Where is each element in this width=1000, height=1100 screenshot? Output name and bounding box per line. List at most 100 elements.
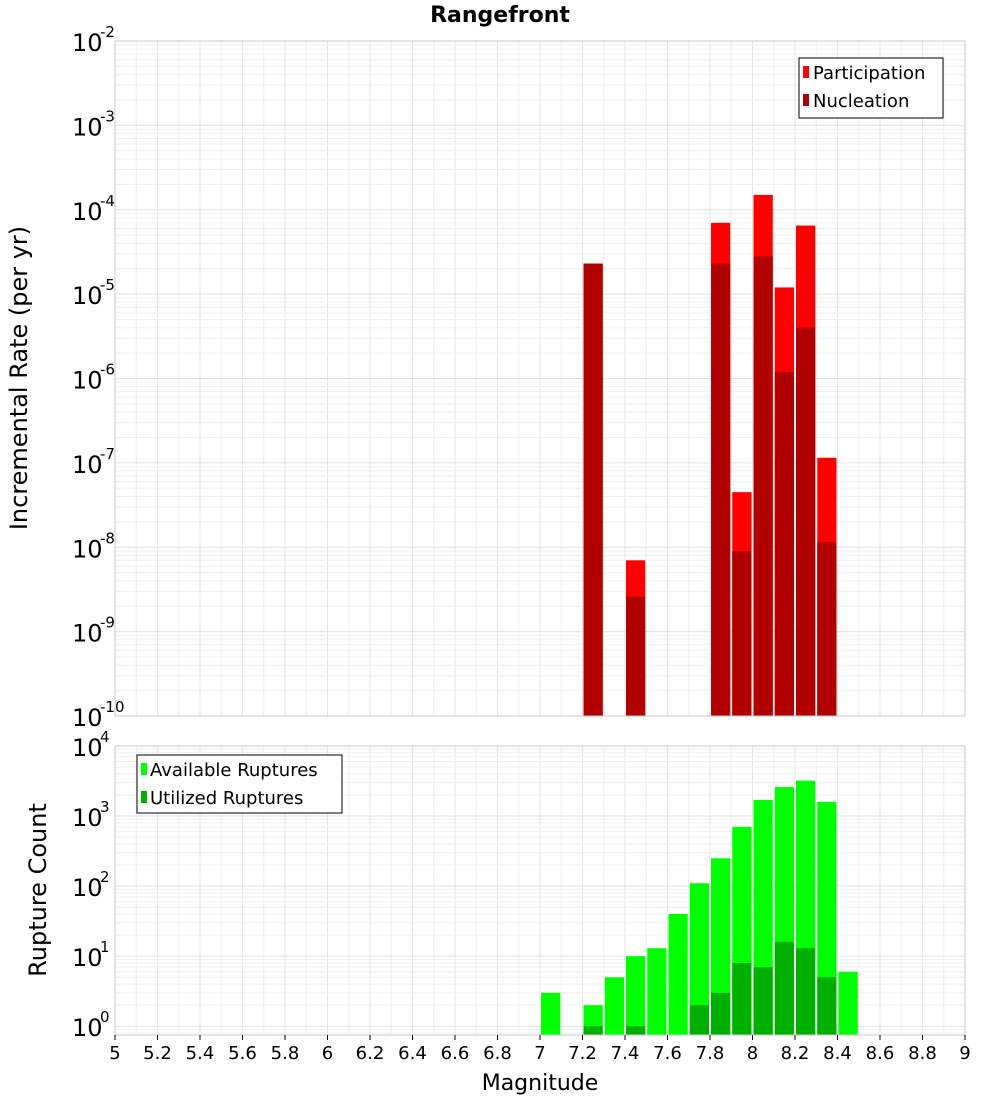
svg-text:10: 10: [72, 944, 103, 972]
svg-text:10: 10: [72, 620, 103, 648]
svg-text:10: 10: [72, 367, 103, 395]
legend-label-utilized: Utilized Ruptures: [150, 788, 303, 809]
x-tick-label: 6.6: [441, 1043, 470, 1064]
x-tick-label: 7.2: [568, 1043, 597, 1064]
top-y-tick-label: 10-3: [72, 107, 115, 141]
x-tick-label: 7: [534, 1043, 545, 1064]
bottom-y-tick-label: 100: [72, 1008, 110, 1042]
bottom-bar-available-ruptures: [647, 948, 667, 1035]
x-tick-label: 9: [959, 1043, 970, 1064]
bottom-bar-utilized-ruptures: [626, 1026, 646, 1035]
x-tick-label: 7.4: [611, 1043, 640, 1064]
svg-text:-5: -5: [100, 276, 115, 294]
bottom-y-axis-label: Rupture Count: [24, 803, 52, 977]
bottom-bar-utilized-ruptures: [732, 962, 752, 1035]
top-bar-nucleation: [711, 263, 731, 716]
svg-text:2: 2: [100, 868, 110, 886]
bottom-bar-available-ruptures: [668, 914, 688, 1035]
svg-text:-7: -7: [100, 445, 115, 463]
svg-text:10: 10: [72, 198, 103, 226]
svg-text:3: 3: [100, 798, 110, 816]
top-y-tick-label: 10-10: [72, 698, 125, 732]
svg-text:10: 10: [72, 1014, 103, 1042]
svg-text:10: 10: [72, 804, 103, 832]
bottom-legend: Available Ruptures Utilized Ruptures: [136, 754, 343, 814]
svg-text:-2: -2: [100, 23, 115, 41]
top-y-tick-label: 10-8: [72, 529, 115, 563]
x-tick-label: 8: [747, 1043, 758, 1064]
bottom-bar-available-ruptures: [711, 858, 731, 1035]
svg-text:10: 10: [72, 734, 103, 762]
top-y-tick-label: 10-5: [72, 276, 115, 310]
top-y-tick-label: 10-6: [72, 361, 115, 395]
bottom-bar-available-ruptures: [604, 977, 624, 1035]
top-y-tick-label: 10-2: [72, 23, 115, 57]
top-y-tick-label: 10-4: [72, 192, 115, 226]
svg-text:-6: -6: [100, 361, 115, 379]
x-tick-label: 5.2: [143, 1043, 172, 1064]
bottom-bar-utilized-ruptures: [689, 1005, 709, 1035]
bottom-bar-utilized-ruptures: [711, 992, 731, 1035]
top-y-tick-label: 10-9: [72, 614, 115, 648]
bottom-bar-utilized-ruptures: [817, 977, 837, 1035]
x-tick-label: 5.8: [271, 1043, 300, 1064]
top-bar-nucleation: [817, 542, 837, 716]
svg-text:4: 4: [100, 728, 110, 746]
legend-swatch-available: [141, 763, 147, 775]
top-bar-nucleation: [796, 327, 816, 716]
bottom-bar-available-ruptures: [689, 883, 709, 1035]
bottom-bar-available-ruptures: [541, 992, 561, 1035]
x-axis-label: Magnitude: [482, 1071, 599, 1096]
bottom-y-tick-label: 104: [72, 728, 110, 762]
svg-text:10: 10: [72, 282, 103, 310]
svg-text:10: 10: [72, 113, 103, 141]
x-tick-label: 6.8: [483, 1043, 512, 1064]
chart-title: Rangefront: [430, 3, 570, 28]
top-bars: [583, 194, 837, 716]
bottom-bar-available-ruptures: [838, 971, 858, 1035]
x-tick-label: 8.2: [781, 1043, 810, 1064]
x-tick-label: 6.2: [356, 1043, 385, 1064]
svg-text:1: 1: [100, 938, 110, 956]
top-y-tick-label: 10-7: [72, 445, 115, 479]
top-plot-border: [114, 40, 966, 717]
x-tick-label: 8.4: [823, 1043, 852, 1064]
bottom-bar-utilized-ruptures: [796, 948, 816, 1035]
bottom-bar-utilized-ruptures: [583, 1026, 603, 1035]
svg-text:0: 0: [100, 1008, 110, 1026]
bottom-bar-utilized-ruptures: [753, 967, 773, 1035]
top-bar-nucleation: [583, 263, 603, 716]
legend-label-available: Available Ruptures: [150, 760, 318, 781]
bottom-bar-available-ruptures: [817, 801, 837, 1035]
top-grid: [114, 40, 966, 717]
svg-text:10: 10: [72, 874, 103, 902]
legend-swatch-participation: [803, 66, 809, 78]
top-legend: Participation Nucleation: [798, 57, 944, 119]
svg-text:-9: -9: [100, 614, 115, 632]
svg-text:-4: -4: [100, 192, 115, 210]
svg-text:-3: -3: [100, 107, 115, 125]
x-tick-label: 8.6: [866, 1043, 895, 1064]
bottom-bar-utilized-ruptures: [774, 941, 794, 1035]
bottom-y-tick-label: 101: [72, 938, 110, 972]
top-bar-nucleation: [626, 596, 646, 716]
svg-text:-8: -8: [100, 529, 115, 547]
svg-text:10: 10: [72, 29, 103, 57]
bottom-bars: [541, 780, 858, 1035]
x-tick-label: 6.4: [398, 1043, 427, 1064]
x-tick-label: 7.8: [696, 1043, 725, 1064]
top-bar-nucleation: [732, 551, 752, 716]
x-ticks: 5 5.2 5.4 5.6 5.8 6 6.2 6.4 6.6 6.8 7 7.2 7.4 7.6 7.8 8…: [109, 1035, 971, 1064]
bottom-y-tick-label: 103: [72, 798, 110, 832]
svg-text:-10: -10: [100, 698, 125, 716]
legend-swatch-utilized: [141, 791, 147, 803]
bottom-y-tick-label: 102: [72, 868, 110, 902]
x-tick-label: 5.4: [186, 1043, 215, 1064]
top-bar-nucleation: [774, 371, 794, 716]
legend-label-nucleation: Nucleation: [813, 91, 909, 112]
x-tick-label: 8.8: [908, 1043, 937, 1064]
x-tick-label: 6: [322, 1043, 333, 1064]
